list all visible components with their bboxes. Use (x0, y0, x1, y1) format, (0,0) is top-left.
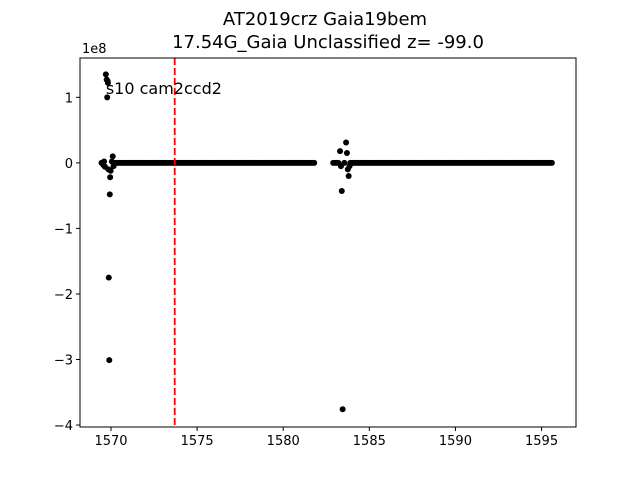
data-point (311, 159, 318, 166)
data-point (345, 172, 352, 179)
data-point (343, 139, 350, 146)
y-tick-label: −3 (54, 353, 73, 368)
data-point (109, 153, 116, 160)
x-tick-label: 1570 (94, 434, 127, 449)
data-point (107, 174, 114, 181)
x-tick-label: 1595 (525, 434, 558, 449)
chart-title-line2: 17.54G_Gaia Unclassified z= -99.0 (172, 32, 484, 53)
data-point (101, 158, 108, 165)
y-tick-label: −4 (54, 419, 73, 434)
y-offset-text: 1e8 (82, 42, 107, 57)
y-tick-label: 1 (65, 91, 73, 106)
data-point (106, 191, 113, 198)
data-point (338, 188, 345, 195)
data-point (341, 159, 348, 166)
x-tick-label: 1575 (181, 434, 214, 449)
data-point (107, 167, 114, 174)
data-point (104, 79, 111, 86)
chart-title-line1: AT2019crz Gaia19bem (223, 9, 427, 30)
plot-area: 1570 1575 1580 1585 1590 1595 −4 −3 −2 −1 0 1 s10 ca… (54, 57, 577, 449)
data-point (105, 274, 112, 281)
annotation-label: s10 cam2ccd2 (106, 79, 222, 98)
data-point (102, 71, 109, 78)
x-tick-label: 1590 (439, 434, 472, 449)
data-point (106, 357, 113, 364)
data-point (339, 406, 346, 413)
data-point (548, 159, 555, 166)
y-tick-label: −2 (54, 288, 73, 303)
data-point (343, 150, 350, 157)
x-tick-label: 1580 (267, 434, 300, 449)
y-tick-label: −1 (54, 222, 73, 237)
data-point (104, 94, 111, 101)
y-tick-label: 0 (65, 157, 73, 172)
axes-frame (79, 57, 577, 428)
data-point (346, 163, 353, 170)
x-tick-label: 1585 (353, 434, 386, 449)
data-point (337, 148, 344, 155)
